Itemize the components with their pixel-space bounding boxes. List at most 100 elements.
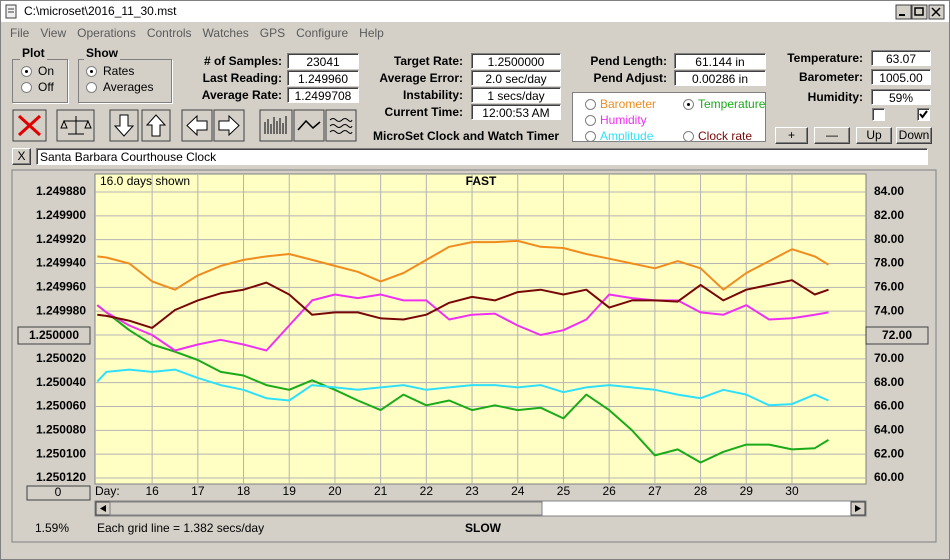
legend-radio[interactable] bbox=[585, 99, 596, 110]
y2-tick-label: 82.00 bbox=[874, 208, 904, 222]
show-group-label: Show bbox=[84, 46, 120, 60]
field-value: 1 secs/day bbox=[471, 87, 561, 103]
field-label: Average Rate: bbox=[201, 88, 282, 102]
multi-view-button[interactable] bbox=[325, 109, 357, 142]
x-tick-label: 29 bbox=[740, 484, 754, 498]
maximize-button[interactable] bbox=[911, 4, 928, 20]
field-value: 61.144 in bbox=[674, 53, 766, 69]
up-button[interactable] bbox=[141, 109, 171, 142]
y-tick-label: 1.250040 bbox=[36, 375, 86, 389]
y-tick-label: 1.250020 bbox=[36, 351, 86, 365]
field-value: 0.00286 in bbox=[674, 70, 766, 86]
y-tick-label: 1.249980 bbox=[36, 303, 86, 317]
right-button[interactable] bbox=[213, 109, 245, 142]
legend-radio[interactable] bbox=[585, 115, 596, 126]
scroll-button[interactable]: 0 bbox=[26, 485, 91, 501]
legend-radio[interactable] bbox=[683, 131, 694, 142]
lines bbox=[96, 239, 830, 464]
field-label: # of Samples: bbox=[203, 54, 282, 68]
button-face bbox=[865, 326, 929, 345]
scroll-button-label: 0 bbox=[55, 485, 62, 499]
field-value: 12:00:53 AM bbox=[471, 104, 561, 120]
legend-label[interactable]: Barometer bbox=[600, 97, 657, 111]
title-bar bbox=[1, 1, 949, 22]
y2-tick-label: 66.00 bbox=[874, 399, 904, 413]
menu-item[interactable]: File bbox=[10, 26, 30, 40]
minimize-button[interactable] bbox=[895, 4, 912, 20]
scrollbar[interactable] bbox=[94, 500, 867, 517]
y-tick-label: 1.250080 bbox=[36, 423, 86, 437]
clear-button[interactable] bbox=[12, 109, 47, 142]
field-label: Target Rate: bbox=[393, 54, 463, 68]
field-value: 1.249960 bbox=[287, 70, 359, 86]
plot-option[interactable]: Off bbox=[38, 80, 54, 94]
down-button[interactable] bbox=[109, 109, 139, 142]
y2-tick-label: 68.00 bbox=[874, 375, 904, 389]
plot-area bbox=[94, 173, 867, 485]
show-option[interactable]: Averages bbox=[103, 80, 154, 94]
checkbox[interactable] bbox=[917, 108, 930, 121]
legend-label[interactable]: Clock rate bbox=[698, 129, 753, 143]
field-value: 63.07 bbox=[871, 50, 931, 66]
plot-option[interactable]: On bbox=[38, 64, 55, 78]
temp-reset-button[interactable]: 72.00 bbox=[865, 326, 929, 345]
legend: Barometer Temperature Humidity Amplitude Clo… bbox=[572, 92, 766, 143]
menu-item[interactable]: Configure bbox=[296, 26, 349, 40]
x-tick-label: 30 bbox=[785, 484, 799, 498]
show-radio[interactable] bbox=[86, 82, 97, 93]
scale-button[interactable] bbox=[56, 109, 95, 142]
y-tick-label: 1.249880 bbox=[36, 184, 86, 198]
plot-radio[interactable] bbox=[21, 66, 32, 77]
field-label: Instability: bbox=[402, 88, 463, 102]
field-label: Average Error: bbox=[379, 71, 463, 85]
field-value: 1.2499708 bbox=[287, 87, 359, 103]
show-group bbox=[78, 59, 172, 103]
show-radio[interactable] bbox=[86, 66, 97, 77]
x-tick-label: 19 bbox=[283, 484, 297, 498]
checkbox[interactable] bbox=[872, 108, 885, 121]
rate-reset-button[interactable]: 1.250000 bbox=[17, 326, 91, 345]
series-line bbox=[97, 239, 830, 291]
legend-label[interactable]: Amplitude bbox=[600, 129, 654, 143]
menu-item[interactable]: GPS bbox=[259, 26, 286, 40]
bars-view-button[interactable] bbox=[259, 109, 293, 142]
show-option[interactable]: Rates bbox=[103, 64, 135, 78]
legend-label[interactable]: Humidity bbox=[600, 113, 647, 127]
series-line bbox=[96, 293, 829, 352]
menu-item[interactable]: Watches bbox=[202, 26, 249, 40]
adjust-button[interactable]: Down bbox=[896, 127, 932, 144]
clock-name-field[interactable]: Santa Barbara Courthouse Clock bbox=[36, 148, 928, 165]
y-tick-label: 1.249900 bbox=[36, 208, 86, 222]
menu-item[interactable]: Help bbox=[359, 26, 384, 40]
field-label: Pend Length: bbox=[590, 54, 667, 68]
field-value: 2.0 sec/day bbox=[471, 70, 561, 86]
app-name: MicroSet Clock and Watch Timer bbox=[373, 129, 560, 143]
legend-radio[interactable] bbox=[585, 131, 596, 142]
adjust-button[interactable]: + bbox=[775, 127, 808, 144]
x-tick-label: 20 bbox=[328, 484, 342, 498]
x-tick-label: 22 bbox=[420, 484, 434, 498]
clear-name-button[interactable]: X bbox=[12, 148, 31, 165]
close-button[interactable] bbox=[928, 4, 945, 20]
slow-label: SLOW bbox=[465, 521, 502, 535]
y-tick-label: 1.249920 bbox=[36, 232, 86, 246]
legend-radio[interactable] bbox=[683, 99, 694, 110]
line-view-button[interactable] bbox=[293, 109, 325, 142]
menu-item[interactable]: View bbox=[40, 26, 67, 40]
adjust-button[interactable]: — bbox=[814, 127, 850, 144]
y-tick-label: 1.249960 bbox=[36, 280, 86, 294]
menu-item[interactable]: Controls bbox=[146, 26, 192, 40]
window-title: C:\microset\2016_11_30.mst bbox=[24, 4, 177, 18]
plot-radio[interactable] bbox=[21, 82, 32, 93]
y2-tick-label: 64.00 bbox=[874, 423, 904, 437]
y2-tick-label: 74.00 bbox=[874, 303, 904, 317]
legend-label[interactable]: Temperature bbox=[698, 97, 766, 111]
y-tick-label: 1.250100 bbox=[36, 446, 86, 460]
left-button[interactable] bbox=[181, 109, 213, 142]
adjust-button[interactable]: Up bbox=[856, 127, 892, 144]
menu-item[interactable]: Operations bbox=[77, 26, 136, 40]
menu-bar: File View Operations Controls Watches GPS Conf… bbox=[10, 26, 384, 40]
y2-tick-label: 60.00 bbox=[874, 470, 904, 484]
field-label: Temperature: bbox=[787, 51, 863, 65]
